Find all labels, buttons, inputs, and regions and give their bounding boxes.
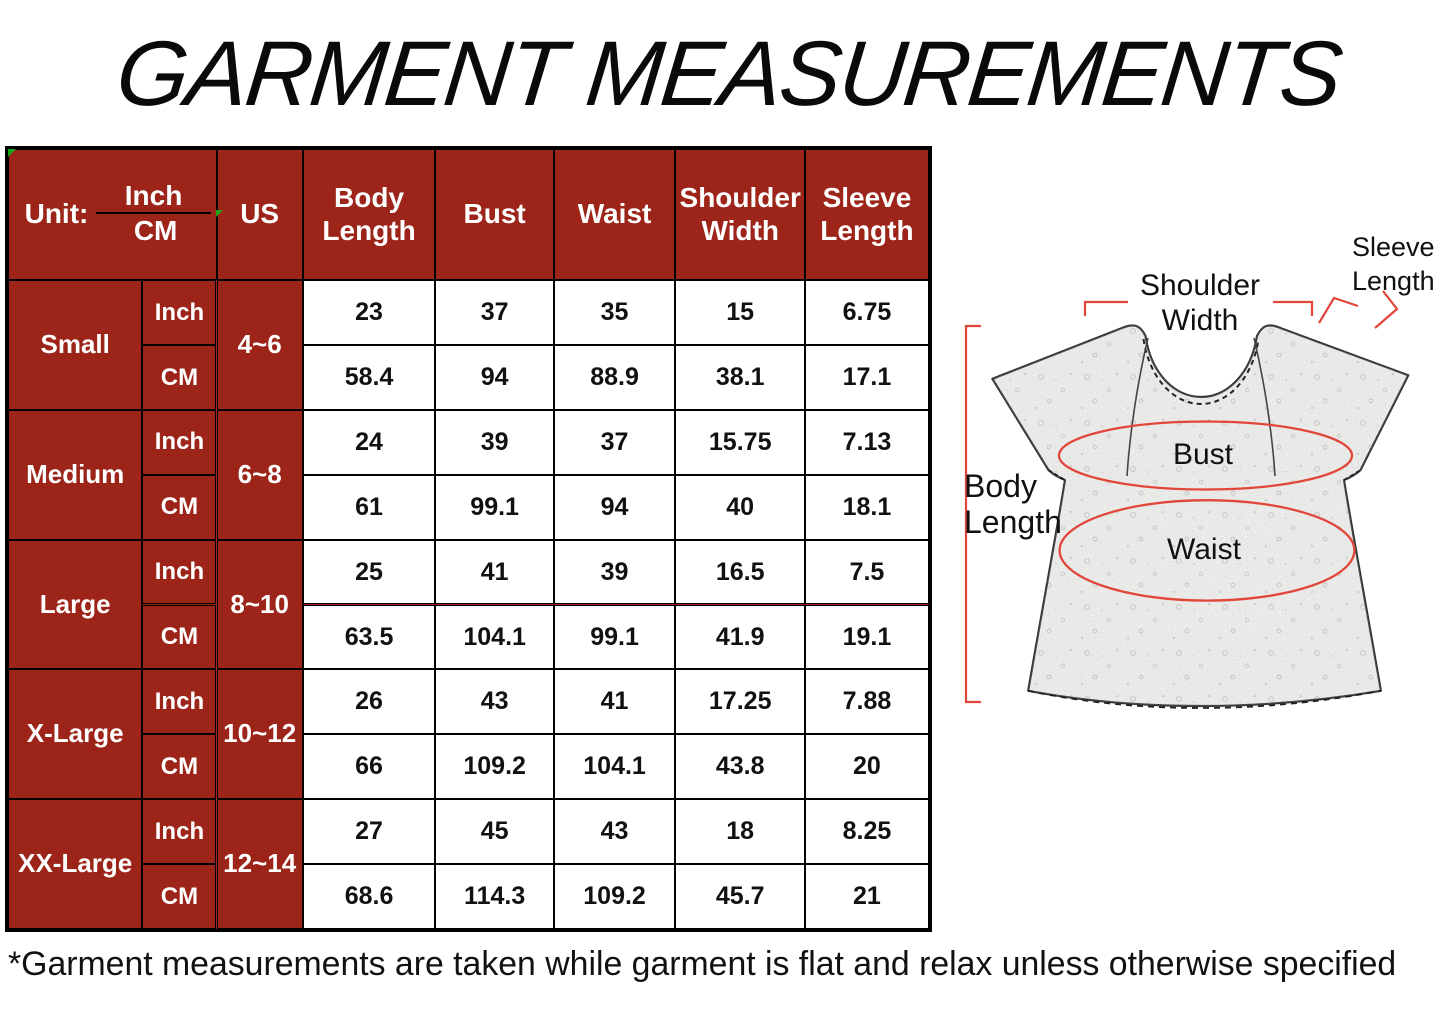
svg-text:Width: Width bbox=[1162, 304, 1239, 337]
svg-text:Waist: Waist bbox=[1167, 533, 1242, 566]
svg-text:Shoulder: Shoulder bbox=[1140, 269, 1260, 302]
svg-text:Length: Length bbox=[964, 504, 1062, 540]
svg-text:Length: Length bbox=[1352, 266, 1435, 296]
svg-text:Body: Body bbox=[964, 468, 1037, 504]
svg-text:Bust: Bust bbox=[1173, 438, 1234, 471]
svg-text:Sleeve: Sleeve bbox=[1352, 232, 1435, 262]
